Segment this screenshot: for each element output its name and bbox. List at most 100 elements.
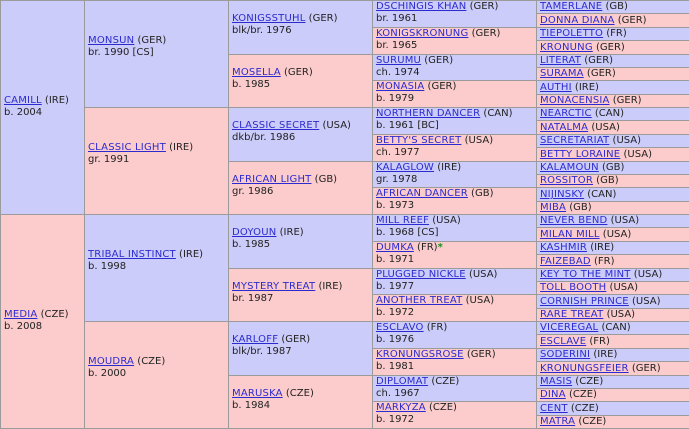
- horse-name-link[interactable]: MONACENSIA: [540, 95, 610, 106]
- horse-name-link[interactable]: CORNISH PRINCE: [540, 296, 629, 307]
- horse-name-link[interactable]: DUMKA: [376, 242, 414, 253]
- horse-name-link[interactable]: ANOTHER TREAT: [376, 295, 463, 306]
- horse-name-link[interactable]: NEVER BEND: [540, 215, 608, 226]
- gen5-horse-cell: NEARCTIC (CAN): [536, 107, 689, 121]
- horse-name-link[interactable]: MARKYZA: [376, 402, 426, 413]
- horse-name-link[interactable]: NEARCTIC: [540, 108, 592, 119]
- horse-name-link[interactable]: MATRA: [540, 416, 576, 427]
- horse-name-link[interactable]: SECRETARIAT: [540, 135, 610, 146]
- horse-name-link[interactable]: KRONUNG: [540, 42, 593, 53]
- horse-country: (CZE): [134, 356, 166, 367]
- horse-name-link[interactable]: TAMERLANE: [540, 1, 603, 12]
- horse-name-link[interactable]: KALAMOUN: [540, 162, 599, 173]
- horse-name-link[interactable]: AFRICAN LIGHT: [232, 174, 312, 185]
- horse-name-link[interactable]: VICEREGAL: [540, 322, 599, 333]
- horse-name-link[interactable]: CAMILL: [4, 95, 42, 106]
- gen1-horse-cell: MEDIA (CZE) b. 2008: [0, 214, 86, 429]
- horse-name-link[interactable]: TIEPOLETTO: [540, 28, 604, 39]
- horse-info: b. 1972: [376, 414, 415, 425]
- horse-info: b. 1985: [232, 239, 271, 250]
- horse-name-link[interactable]: DOYOUN: [232, 227, 277, 238]
- horse-name-link[interactable]: DONNA DIANA: [540, 15, 615, 26]
- horse-info: gr. 1986: [232, 186, 274, 197]
- horse-name-link[interactable]: MEDIA: [4, 309, 38, 320]
- horse-name-link[interactable]: MASIS: [540, 376, 573, 387]
- horse-name-link[interactable]: ROSSITOR: [540, 175, 593, 186]
- horse-country: (CAN): [598, 322, 631, 333]
- horse-name-link[interactable]: BETTY LORAINE: [540, 149, 621, 160]
- horse-name-link[interactable]: KEY TO THE MINT: [540, 269, 631, 280]
- horse-name-link[interactable]: LITERAT: [540, 55, 582, 66]
- horse-name-link[interactable]: BETTY'S SECRET: [376, 135, 462, 146]
- gen2-horse-cell: TRIBAL INSTINCT (IRE) b. 1998: [84, 214, 230, 322]
- gen5-horse-cell: KRONUNG (GER): [536, 40, 689, 55]
- gen5-horse-cell: NATALMA (USA): [536, 120, 689, 135]
- horse-name-link[interactable]: TRIBAL INSTINCT: [88, 249, 176, 260]
- horse-name-link[interactable]: AUTHI: [540, 82, 572, 93]
- horse-name-link[interactable]: KARLOFF: [232, 334, 279, 345]
- horse-name-link[interactable]: ESCLAVE: [540, 336, 587, 347]
- horse-info: b. 1968 [CS]: [376, 227, 439, 238]
- horse-name-link[interactable]: TOLL BOOTH: [540, 282, 607, 293]
- horse-name-link[interactable]: RARE TREAT: [540, 309, 604, 320]
- gen3-horse-cell: DOYOUN (IRE) b. 1985: [228, 214, 374, 269]
- horse-name-link[interactable]: SODERINI: [540, 349, 591, 360]
- horse-name-link[interactable]: MARUSKA: [232, 388, 283, 399]
- horse-name-link[interactable]: MILL REEF: [376, 215, 430, 226]
- gen5-horse-cell: KALAMOUN (GB): [536, 161, 689, 175]
- horse-name-link[interactable]: DIPLOMAT: [376, 376, 429, 387]
- gen5-horse-cell: TIEPOLETTO (FR): [536, 27, 689, 41]
- horse-name-link[interactable]: MOUDRA: [88, 356, 135, 367]
- horse-name-link[interactable]: MOSELLA: [232, 67, 281, 78]
- horse-name-link[interactable]: MILAN MILL: [540, 229, 600, 240]
- gen5-horse-cell: CENT (CZE): [536, 401, 689, 416]
- gen4-horse-cell: KONIGSKRONUNG (GER) br. 1965: [372, 27, 538, 55]
- horse-info: b. 1973: [376, 200, 415, 211]
- horse-country: (GER): [421, 55, 454, 66]
- horse-name-link[interactable]: KRONUNGSFEIER: [540, 363, 629, 374]
- horse-name-link[interactable]: KONIGSSTUHL: [232, 13, 306, 24]
- horse-name-link[interactable]: KASHMIR: [540, 242, 588, 253]
- horse-name-link[interactable]: CENT: [540, 403, 568, 414]
- gen5-horse-cell: KASHMIR (IRE): [536, 241, 689, 255]
- horse-country: (IRE): [315, 281, 343, 292]
- gen5-horse-cell: MONACENSIA (GER): [536, 94, 689, 108]
- horse-name-link[interactable]: NIJINSKY: [540, 189, 585, 200]
- gen5-horse-cell: DONNA DIANA (GER): [536, 13, 689, 28]
- horse-name-link[interactable]: PLUGGED NICKLE: [376, 269, 466, 280]
- horse-name-link[interactable]: FAIZEBAD: [540, 256, 591, 267]
- horse-name-link[interactable]: DINA: [540, 389, 566, 400]
- gen5-horse-cell: AUTHI (IRE): [536, 80, 689, 95]
- gen4-horse-cell: MILL REEF (USA) b. 1968 [CS]: [372, 214, 538, 242]
- gen5-horse-cell: MILAN MILL (USA): [536, 227, 689, 242]
- horse-name-link[interactable]: MONSUN: [88, 35, 135, 46]
- horse-info: b. 1979: [376, 93, 415, 104]
- horse-name-link[interactable]: MONASIA: [376, 81, 425, 92]
- horse-country: (GER): [609, 95, 642, 106]
- horse-info: b. 2008: [4, 321, 43, 332]
- horse-name-link[interactable]: NATALMA: [540, 122, 589, 133]
- gen5-horse-cell: ESCLAVE (FR): [536, 334, 689, 349]
- horse-name-link[interactable]: DSCHINGIS KHAN: [376, 1, 467, 12]
- horse-name-link[interactable]: CLASSIC SECRET: [232, 120, 320, 131]
- horse-name-link[interactable]: SURUMU: [376, 55, 422, 66]
- horse-name-link[interactable]: NORTHERN DANCER: [376, 108, 481, 119]
- gen5-horse-cell: FAIZEBAD (FR): [536, 254, 689, 269]
- horse-info: ch. 1977: [376, 147, 420, 158]
- horse-name-link[interactable]: CLASSIC LIGHT: [88, 142, 166, 153]
- horse-name-link[interactable]: MYSTERY TREAT: [232, 281, 316, 292]
- horse-name-link[interactable]: KRONUNGSROSE: [376, 349, 464, 360]
- horse-name-link[interactable]: ESCLAVO: [376, 322, 424, 333]
- horse-name-link[interactable]: AFRICAN DANCER: [376, 188, 468, 199]
- gen5-horse-cell: SURAMA (GER): [536, 67, 689, 81]
- horse-info: b. 1984: [232, 400, 271, 411]
- gen5-horse-cell: ROSSITOR (GB): [536, 174, 689, 188]
- horse-name-link[interactable]: KALAGLOW: [376, 162, 435, 173]
- horse-name-link[interactable]: KONIGSKRONUNG: [376, 28, 469, 39]
- horse-name-link[interactable]: MIBA: [540, 202, 567, 213]
- horse-info: b. 1981: [376, 361, 415, 372]
- horse-name-link[interactable]: SURAMA: [540, 68, 584, 79]
- gen2-horse-cell: MONSUN (GER) br. 1990 [CS]: [84, 0, 230, 108]
- horse-info: b. 2000: [88, 368, 127, 379]
- horse-country: (IRE): [590, 349, 618, 360]
